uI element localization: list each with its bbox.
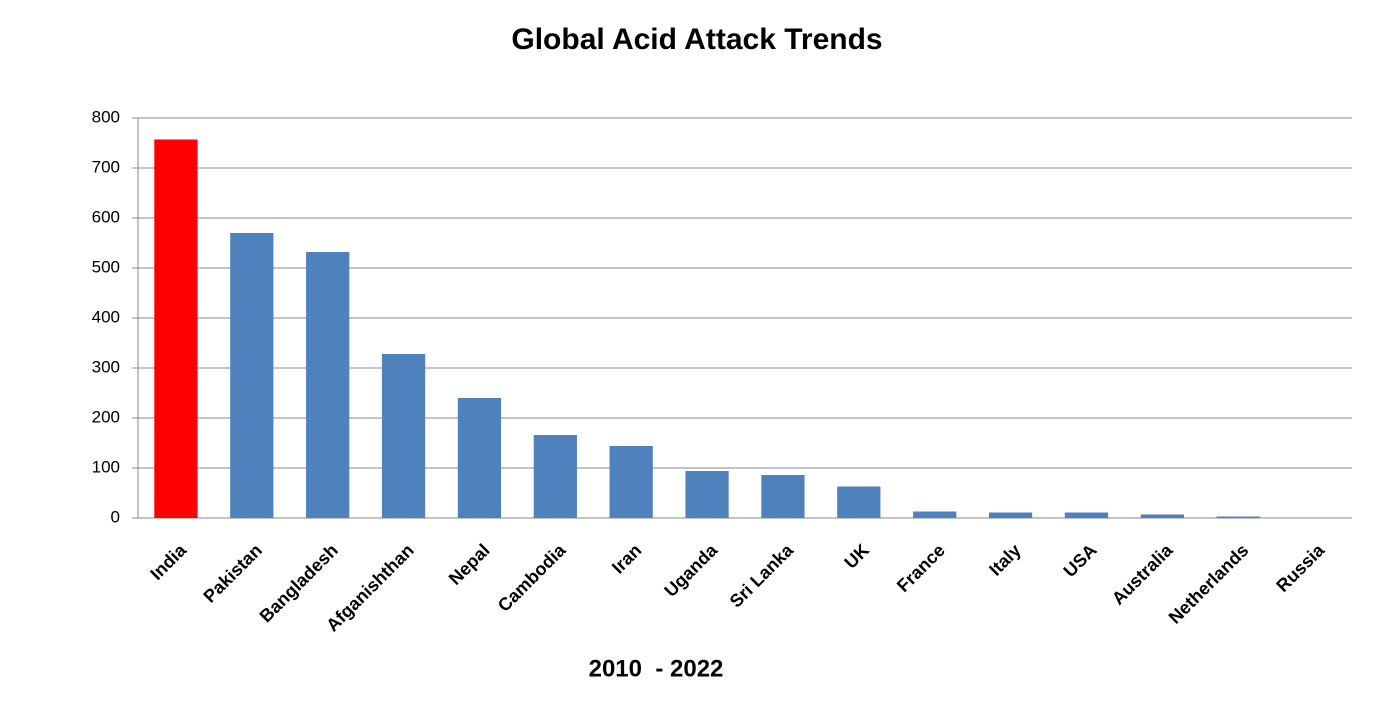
- x-axis-label: 2010 - 2022: [589, 655, 724, 682]
- bar: [1064, 512, 1109, 518]
- bar: [533, 435, 577, 518]
- bar: [1216, 516, 1260, 518]
- bar: [306, 252, 350, 518]
- y-tick-label: 0: [111, 507, 120, 526]
- y-tick-label: 400: [92, 307, 120, 326]
- x-tick-label: Uganda: [660, 539, 722, 601]
- x-tick-label: India: [146, 539, 191, 584]
- x-tick-label: Pakistan: [199, 540, 266, 607]
- x-tick-label: UK: [840, 540, 873, 573]
- chart-title: Global Acid Attack Trends: [511, 23, 882, 56]
- x-tick-label: Italy: [985, 540, 1025, 580]
- x-tick-label: Cambodia: [494, 539, 570, 615]
- bar: [230, 233, 274, 518]
- bar: [837, 486, 881, 518]
- bar: [154, 139, 198, 518]
- bar: [1140, 514, 1184, 518]
- y-tick-label: 300: [92, 357, 120, 376]
- y-tick-label: 600: [92, 207, 120, 226]
- x-tick-label: Nepal: [445, 540, 494, 589]
- x-tick-label: Sri Lanka: [726, 539, 798, 611]
- bar: [609, 446, 653, 518]
- bar: [761, 475, 805, 518]
- y-tick-label: 200: [92, 407, 120, 426]
- y-tick-label: 800: [92, 107, 120, 126]
- x-tick-label: Netherlands: [1165, 540, 1253, 628]
- bar: [381, 354, 426, 518]
- x-tick-label: Australia: [1108, 539, 1177, 608]
- x-tick-label: France: [893, 540, 949, 596]
- y-tick-label: 700: [92, 157, 120, 176]
- bar: [685, 471, 729, 518]
- bar: [457, 398, 502, 518]
- y-tick-label: 100: [92, 457, 120, 476]
- y-tick-label: 500: [92, 257, 120, 276]
- bar: [988, 512, 1033, 518]
- bar: [913, 511, 957, 518]
- x-tick-label: Russia: [1272, 539, 1329, 596]
- x-tick-label: USA: [1060, 540, 1101, 581]
- x-tick-label: Iran: [608, 540, 645, 577]
